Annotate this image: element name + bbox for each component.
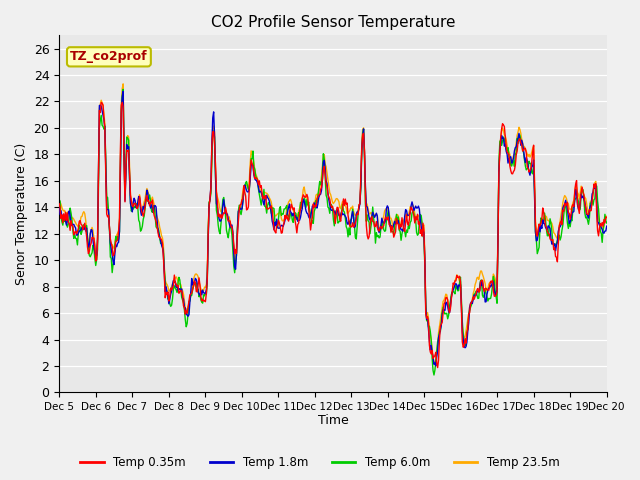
X-axis label: Time: Time (317, 414, 348, 427)
Text: TZ_co2prof: TZ_co2prof (70, 50, 148, 63)
Legend: Temp 0.35m, Temp 1.8m, Temp 6.0m, Temp 23.5m: Temp 0.35m, Temp 1.8m, Temp 6.0m, Temp 2… (76, 452, 564, 474)
Y-axis label: Senor Temperature (C): Senor Temperature (C) (15, 143, 28, 285)
Title: CO2 Profile Sensor Temperature: CO2 Profile Sensor Temperature (211, 15, 455, 30)
